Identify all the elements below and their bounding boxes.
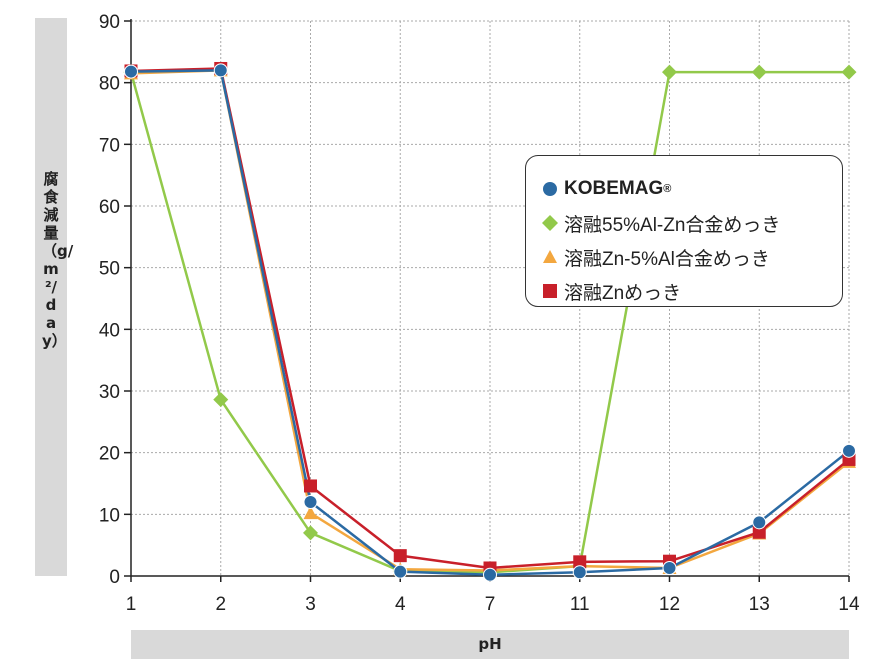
x-tick-label: 1 [126,594,137,615]
y-tick-label: 60 [99,197,120,218]
y-tick-label: 90 [99,12,120,33]
data-point-diamond [841,64,857,80]
y-tick-label: 0 [109,567,120,588]
square-marker-icon [543,284,557,298]
data-point-square [573,555,587,569]
x-axis-label-box: pH [131,630,849,659]
data-point-circle [662,560,677,575]
data-point-circle [303,495,318,509]
data-point-circle [483,567,497,582]
y-tick-labels: 0 10 20 30 40 50 60 70 80 90 [99,12,120,588]
data-point-triangle [303,506,318,520]
x-tick-label: 2 [215,594,226,615]
legend-item-zn: 溶融Znめっき [539,274,842,308]
x-tick-label: 3 [305,594,316,615]
series-markers [123,61,857,582]
data-point-diamond [303,525,318,541]
y-tick-label: 20 [99,444,120,465]
x-tick-label: 12 [659,594,680,615]
legend-label: 溶融55%Al-Zn合金めっき [564,214,781,236]
y-tick-label: 50 [99,259,120,280]
legend-label: 溶融Zn-5%Al合金めっき [564,248,770,270]
x-tick-labels: 1 2 3 4 7 11 12 13 14 [126,594,860,615]
y-tick-label: 40 [99,320,120,341]
y-tick-label: 10 [99,505,120,526]
data-point-circle [124,64,138,79]
data-point-diamond [751,64,767,80]
x-tick-label: 13 [749,594,770,615]
y-tick-label: 70 [99,135,120,156]
x-tick-label: 11 [570,594,590,615]
legend-label: KOBEMAG [564,178,664,199]
legend-item-kobemag: KOBEMAG ® [539,172,842,206]
x-tick-label: 4 [395,594,406,615]
legend-label: 溶融Znめっき [564,282,682,304]
data-point-circle [842,443,856,458]
legend-item-55al-zn: 溶融55%Al-Zn合金めっき [539,206,842,240]
registered-mark: ® [663,183,672,195]
data-point-square [752,525,766,539]
data-point-diamond [662,64,677,80]
circle-marker-icon [543,182,557,196]
data-point-circle [572,565,587,580]
data-point-square [304,479,317,493]
data-point-square [393,549,407,563]
legend: KOBEMAG ® 溶融55%Al-Zn合金めっき 溶融Zn-5%Al合金めっき … [525,155,843,307]
y-tick-label: 30 [99,382,120,403]
y-tick-label: 80 [99,74,120,95]
triangle-marker-icon [543,250,557,263]
data-point-circle [213,63,228,78]
data-point-diamond [213,392,229,408]
x-tick-label: 7 [485,594,496,615]
x-axis-label: pH [478,635,502,653]
diamond-marker-icon [542,215,558,231]
legend-item-zn-5al: 溶融Zn-5%Al合金めっき [539,240,842,274]
data-point-circle [752,515,767,530]
x-tick-label: 14 [838,594,860,615]
y-axis-label-box: 腐食減量（g/m²/day） [35,18,74,576]
y-axis-label: 腐食減量（g/m²/day） [42,170,74,350]
data-point-circle [393,564,408,579]
